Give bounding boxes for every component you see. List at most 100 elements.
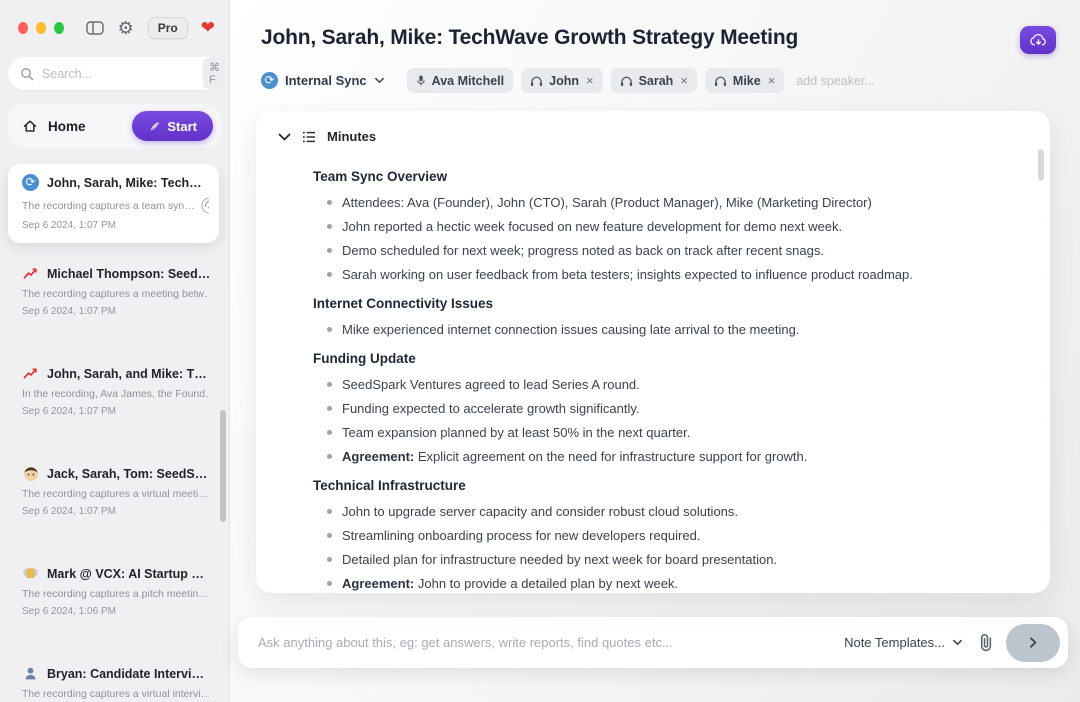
sync-icon [22, 174, 39, 191]
meeting-desc: The recording captures a virtual intervi… [22, 688, 209, 700]
window-minimize-button[interactable] [35, 22, 46, 34]
bullet-dot [327, 430, 332, 435]
list-icon [302, 131, 316, 143]
collapse-chevron-icon[interactable] [278, 133, 291, 141]
bullet-dot [327, 509, 332, 514]
sidebar-toggle-icon[interactable] [85, 20, 104, 36]
sidebar: ⚙ Pro ❤ ⌘ F Home Start John, Sarah, Mike… [0, 0, 230, 702]
bullet-dot [327, 200, 332, 205]
home-row[interactable]: Home Start [8, 104, 221, 148]
category-label: Internal Sync [285, 73, 367, 88]
minutes-section-heading: Team Sync Overview [313, 169, 448, 184]
main-header: John, Sarah, Mike: TechWave Growth Strat… [230, 0, 1080, 54]
minutes-bullet: Funding expected to accelerate growth si… [327, 402, 1024, 415]
headphones-icon [714, 75, 727, 87]
minutes-bullet: John to upgrade server capacity and cons… [327, 505, 1024, 518]
ask-input[interactable] [258, 635, 845, 650]
minutes-bullet: Streamlining onboarding process for new … [327, 529, 1024, 542]
search-bar[interactable]: ⌘ F [8, 57, 226, 90]
meeting-list-item[interactable]: Jack, Sarah, Tom: SeedS… The recording c… [8, 455, 219, 525]
chevron-right-icon [1028, 636, 1038, 649]
meeting-list-item[interactable]: Michael Thompson: Seed… The recording ca… [8, 255, 219, 325]
minutes-section: Technical Infrastructure John to upgrade… [313, 478, 1024, 590]
speaker-name: Mike [732, 73, 761, 88]
bullet-dot [327, 533, 332, 538]
note-templates-select[interactable]: Note Templates... [844, 635, 963, 650]
person-icon [22, 465, 39, 482]
bullet-dot [327, 382, 332, 387]
start-button[interactable]: Start [132, 111, 213, 141]
remove-speaker-icon[interactable]: × [585, 73, 594, 88]
meeting-title: Jack, Sarah, Tom: SeedS… [47, 466, 208, 481]
speaker-pill[interactable]: Sarah × [610, 68, 697, 93]
meeting-title: John, Sarah, Mike: Tech… [47, 175, 202, 190]
meeting-title: Mark @ VCX: AI Startup … [47, 566, 204, 581]
meeting-desc: The recording captures a pitch meetin… [22, 588, 209, 600]
heart-icon[interactable]: ❤ [200, 18, 215, 37]
meeting-title: Michael Thompson: Seed… [47, 266, 209, 281]
meeting-list-item[interactable]: Bryan: Candidate Intervi… The recording … [8, 655, 219, 702]
meeting-date: Sep 6 2024, 1:06 PM [22, 606, 116, 617]
bullet-dot [327, 406, 332, 411]
search-icon [20, 67, 34, 81]
cloud-download-icon[interactable] [201, 197, 209, 214]
headphones-icon [530, 75, 543, 87]
note-templates-label: Note Templates... [844, 635, 945, 650]
minutes-bullet: Attendees: Ava (Founder), John (CTO), Sa… [327, 196, 1024, 209]
remove-speaker-icon[interactable]: × [767, 73, 776, 88]
speaker-pill-host[interactable]: Ava Mitchell [406, 68, 514, 93]
mic-icon [416, 74, 426, 87]
pro-badge[interactable]: Pro [147, 17, 188, 39]
headphones-icon [620, 75, 633, 87]
meeting-list-item[interactable]: John, Sarah, and Mike: T… In the recordi… [8, 355, 219, 425]
window-close-button[interactable] [18, 22, 28, 34]
meeting-title: John, Sarah, and Mike: T… [47, 366, 207, 381]
minutes-bullet: Demo scheduled for next week; progress n… [327, 244, 1024, 257]
cloud-sync-button[interactable] [1020, 26, 1056, 54]
attachment-button[interactable] [977, 633, 994, 652]
minutes-bullet: Agreement: John to provide a detailed pl… [327, 577, 1024, 590]
minutes-bullet: Sarah working on user feedback from beta… [327, 268, 1024, 281]
speaker-pill[interactable]: Mike × [704, 68, 785, 93]
bullet-dot [327, 224, 332, 229]
chevron-down-icon [374, 77, 385, 84]
meeting-desc: The recording captures a virtual meeti… [22, 488, 209, 500]
chevron-down-icon [952, 639, 963, 646]
minutes-card: Minutes Team Sync Overview Attendees: Av… [256, 111, 1050, 593]
cloud-download-icon [1029, 33, 1048, 47]
speaker-pill[interactable]: John × [521, 68, 603, 93]
minutes-bullet: Agreement: Explicit agreement on the nee… [327, 450, 1024, 463]
speaker-name: John [549, 73, 579, 88]
meeting-list-item[interactable]: Mark @ VCX: AI Startup … The recording c… [8, 555, 219, 625]
meeting-date: Sep 6 2024, 1:07 PM [22, 406, 116, 417]
home-label: Home [48, 118, 86, 134]
minutes-scrollbar[interactable] [1038, 149, 1044, 181]
minutes-bullet: Team expansion planned by at least 50% i… [327, 426, 1024, 439]
sidebar-scrollbar[interactable] [220, 410, 226, 522]
paperclip-icon [977, 633, 994, 652]
window-zoom-button[interactable] [53, 22, 64, 34]
ask-bar: Note Templates... [238, 617, 1068, 668]
speaker-name: Sarah [638, 73, 674, 88]
send-button[interactable] [1006, 623, 1060, 662]
remove-speaker-icon[interactable]: × [680, 73, 688, 88]
minutes-body: Team Sync Overview Attendees: Ava (Found… [278, 144, 1024, 590]
meta-row: Internal Sync Ava Mitchell John × Sarah … [230, 54, 1080, 93]
minutes-title: Minutes [327, 129, 377, 144]
search-input[interactable] [42, 66, 203, 81]
home-icon [22, 118, 38, 134]
minutes-bullet: SeedSpark Ventures agreed to lead Series… [327, 378, 1024, 391]
meeting-desc: The recording captures a team syn… [22, 199, 195, 212]
add-speaker-input[interactable] [796, 73, 907, 88]
meeting-list: John, Sarah, Mike: Tech… The recording c… [0, 164, 229, 702]
minutes-section: Internet Connectivity Issues Mike experi… [313, 296, 1024, 336]
settings-gear-icon[interactable]: ⚙ [117, 17, 134, 38]
meeting-desc: In the recording, Ava James, the Found… [22, 388, 209, 400]
meeting-date: Sep 6 2024, 1:07 PM [22, 220, 116, 231]
main-panel: John, Sarah, Mike: TechWave Growth Strat… [230, 0, 1080, 702]
page-title: John, Sarah, Mike: TechWave Growth Strat… [261, 26, 799, 49]
money-wings-icon [22, 565, 39, 582]
category-select[interactable]: Internal Sync [261, 72, 385, 89]
meeting-list-item-selected[interactable]: John, Sarah, Mike: Tech… The recording c… [8, 164, 219, 243]
bust-icon [22, 665, 39, 682]
